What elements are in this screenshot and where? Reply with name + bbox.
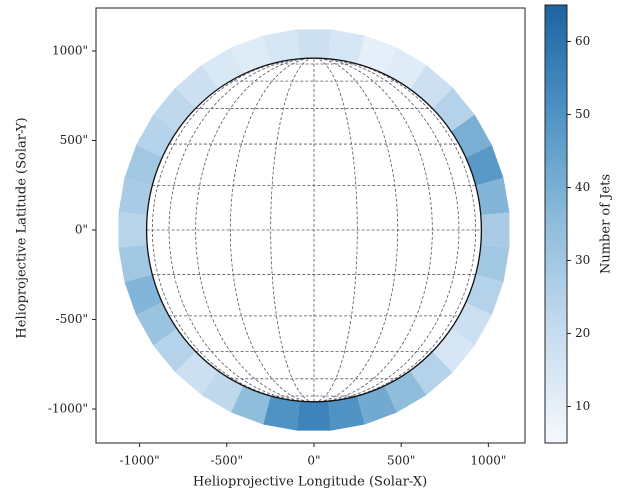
jet-bin — [296, 399, 332, 431]
colorbar-tick-label: 50 — [575, 107, 590, 121]
jet-bin — [231, 35, 272, 76]
y-axis-title: Helioprojective Latitude (Solar-Y) — [15, 117, 30, 338]
jet-bin — [118, 212, 149, 248]
jet-bin — [356, 384, 397, 425]
jet-bin — [479, 212, 510, 248]
colorbar-tick-label: 20 — [575, 326, 590, 340]
jet-bin — [474, 244, 510, 283]
jet-bin — [328, 394, 365, 431]
y-tick-label: 0" — [75, 222, 88, 236]
jet-bin — [231, 384, 272, 425]
jet-bin — [296, 29, 332, 61]
jet-bin — [356, 35, 397, 76]
jet-bin — [118, 177, 154, 216]
colorbar — [544, 4, 568, 444]
plot-area — [118, 29, 510, 431]
y-tick-label: 1000" — [52, 43, 88, 57]
jet-bin — [263, 394, 300, 431]
colorbar-tick-label: 60 — [575, 34, 590, 48]
jet-bin — [328, 29, 365, 66]
jet-bin — [124, 273, 164, 316]
y-tick-label: 500" — [60, 133, 88, 147]
x-axis-title: Helioprojective Longitude (Solar-X) — [193, 475, 427, 490]
jet-bin — [474, 177, 510, 216]
solar-limb — [145, 57, 483, 403]
plot-frame — [95, 7, 526, 444]
jet-bin — [464, 144, 504, 186]
colorbar-title: Number of Jets — [599, 174, 614, 274]
meridian — [229, 57, 315, 403]
x-tick-label: 500" — [387, 454, 415, 468]
jet-bin — [118, 244, 154, 283]
jet-bin — [464, 273, 504, 316]
colorbar-tick-label: 10 — [575, 399, 590, 413]
colorbar-tick-label: 40 — [575, 180, 590, 194]
meridian — [313, 57, 477, 403]
y-tick-label: -500" — [56, 312, 88, 326]
x-tick-label: -500" — [211, 454, 243, 468]
x-tick-label: 1000" — [470, 454, 506, 468]
jet-bin — [263, 29, 300, 66]
x-tick-label: 0" — [307, 454, 320, 468]
colorbar-tick-label: 30 — [575, 253, 590, 267]
jet-bin — [124, 144, 164, 186]
x-tick-label: -1000" — [120, 454, 160, 468]
y-tick-label: -1000" — [48, 401, 88, 415]
